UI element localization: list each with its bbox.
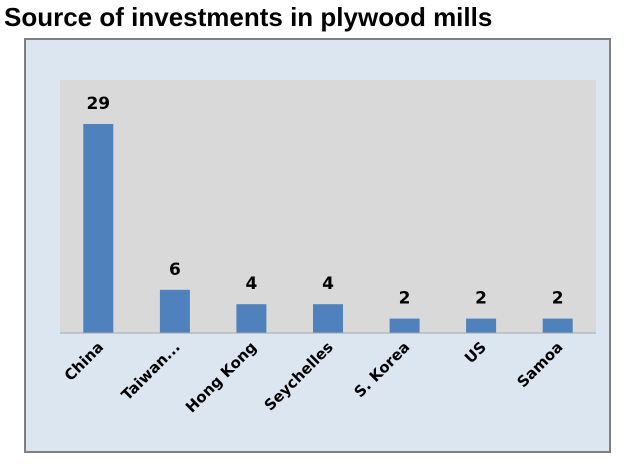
data-label: 29	[86, 94, 110, 114]
bar-seychelles	[313, 304, 343, 333]
data-label: 2	[552, 289, 564, 309]
bar-hong-kong	[236, 304, 267, 333]
x-tick-label: Taiwan...	[118, 338, 184, 404]
bar-us	[466, 318, 497, 333]
bar-china	[83, 124, 114, 333]
x-tick-label: US	[461, 338, 490, 367]
bar-s-korea	[389, 318, 420, 333]
x-tick-label: Samoa	[514, 338, 567, 391]
chart-title: Source of investments in plywood mills	[4, 2, 493, 32]
x-tick-label: Hong Kong	[182, 338, 260, 416]
data-label: 2	[399, 289, 411, 309]
data-label: 4	[322, 274, 334, 294]
x-tick-labels: China Taiwan...Hong Kong Seychelles S. Kore…	[61, 338, 567, 416]
x-tick-label: Seychelles	[261, 338, 337, 414]
data-label: 4	[245, 274, 257, 294]
data-label: 2	[475, 289, 487, 309]
bar-taiwan	[159, 289, 190, 333]
plot-area	[60, 80, 596, 333]
x-tick-label: China	[61, 338, 107, 384]
data-labels: 29 6 4 4 2 2 2	[86, 94, 563, 309]
bar-series	[83, 124, 573, 333]
data-label: 6	[169, 260, 181, 280]
x-tick-label: S. Korea	[350, 338, 413, 401]
bar-samoa	[542, 318, 573, 333]
